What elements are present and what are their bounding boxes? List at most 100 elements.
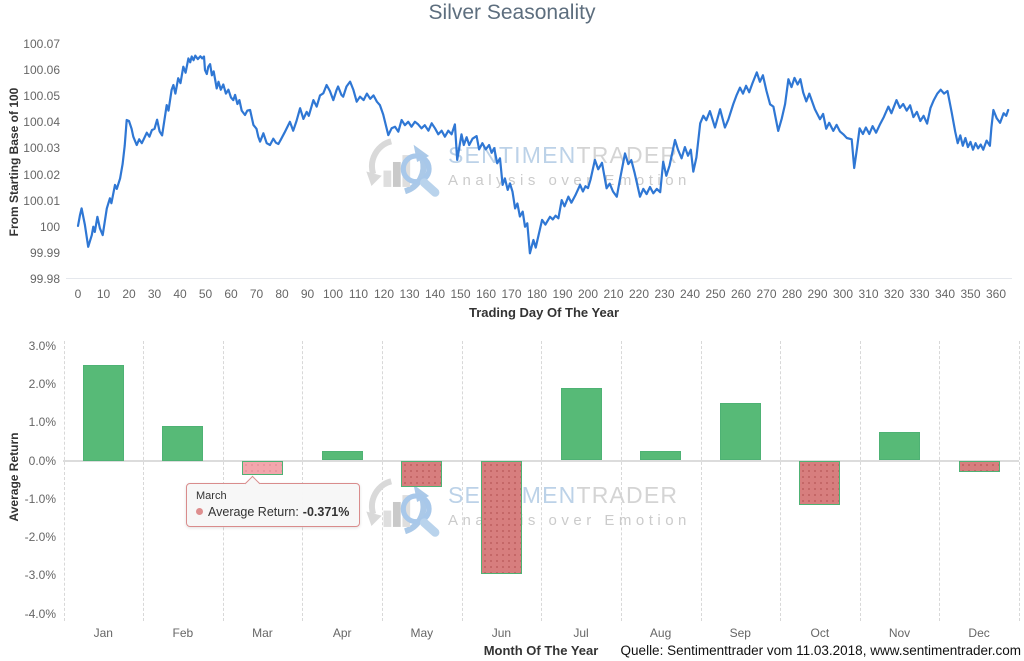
top-x-tick-label: 130	[399, 287, 420, 301]
bar-jan[interactable]	[82, 364, 124, 461]
top-x-tick-label: 110	[348, 287, 369, 301]
silver-line-series[interactable]	[76, 54, 1010, 255]
top-x-tick-label: 220	[628, 287, 650, 301]
column-gridline	[541, 341, 543, 621]
month-label-aug: Aug	[649, 626, 672, 640]
series-marker-icon	[196, 508, 203, 515]
bottom-y-tick-label: -4.0%	[24, 606, 56, 621]
top-x-tick-label: 170	[501, 287, 522, 301]
bar-mar[interactable]	[242, 460, 284, 475]
top-x-tick-label: 160	[475, 287, 497, 301]
top-x-tick-label: 260	[730, 287, 752, 301]
zero-line	[63, 460, 1019, 462]
watermark-brand-part1: SENTIMEN	[448, 142, 577, 168]
top-x-tick-label: 190	[552, 287, 573, 301]
top-y-tick-label: 100.07	[23, 37, 60, 51]
tooltip-month: March	[196, 490, 227, 502]
top-y-tick-label: 99.98	[29, 271, 60, 286]
month-label-sep: Sep	[729, 626, 751, 640]
bar-may[interactable]	[401, 460, 443, 488]
top-x-axis-line	[66, 278, 1012, 279]
bar-dec[interactable]	[958, 460, 1000, 472]
month-label-mar: Mar	[252, 626, 273, 640]
seasonality-line-plot	[76, 54, 1010, 255]
top-x-tick-label: 300	[832, 287, 854, 301]
top-x-tick-label: 70	[249, 287, 264, 301]
bottom-y-tick-label: -2.0%	[24, 530, 56, 545]
bar-apr[interactable]	[321, 450, 363, 461]
bottom-y-tick-label: -3.0%	[24, 568, 56, 583]
month-label-apr: Apr	[332, 626, 352, 640]
bottom-y-tick-label: 2.0%	[28, 376, 56, 391]
top-x-tick-label: 340	[934, 287, 956, 301]
top-x-tick-label: 280	[781, 287, 803, 301]
column-gridline	[143, 341, 145, 621]
bar-nov[interactable]	[879, 431, 920, 461]
column-gridline	[63, 341, 65, 621]
top-x-tick-label: 210	[603, 287, 624, 301]
watermark-tagline: Analysis over Emotion	[448, 172, 691, 189]
top-x-tick-label: 310	[858, 287, 879, 301]
tooltip-arrow	[244, 475, 261, 492]
column-gridline	[620, 341, 622, 621]
bar-feb[interactable]	[162, 426, 204, 461]
top-x-tick-label: 320	[883, 287, 905, 301]
top-x-tick-label: 200	[577, 287, 599, 301]
top-y-tick-label: 100.04	[23, 115, 60, 130]
bottom-y-tick-label: -1.0%	[24, 491, 56, 506]
bar-aug[interactable]	[640, 450, 682, 461]
top-y-tick-label: 100.02	[23, 167, 60, 182]
column-gridline	[222, 341, 224, 621]
top-x-tick-label: 360	[985, 287, 1007, 301]
top-x-tick-label: 330	[909, 287, 930, 301]
top-x-tick-label: 120	[373, 287, 395, 301]
top-y-tick-label: 100	[39, 219, 60, 234]
top-x-tick-label: 20	[122, 287, 136, 301]
top-y-tick-label: 100.06	[23, 63, 60, 78]
top-x-tick-label: 150	[450, 287, 471, 301]
bar-jul[interactable]	[560, 387, 602, 461]
tooltip-value: -0.371%	[302, 505, 350, 519]
top-x-tick-label: 90	[300, 287, 315, 301]
top-x-tick-label: 50	[198, 287, 213, 301]
bottom-y-tick-label: 1.0%	[28, 415, 56, 430]
tooltip-series-line: Average Return: -0.371%	[196, 505, 349, 519]
top-x-tick-label: 180	[526, 287, 548, 301]
top-x-tick-label: 240	[679, 287, 701, 301]
month-label-jan: Jan	[93, 626, 113, 640]
column-gridline	[700, 341, 702, 621]
tooltip-label: Average Return:	[208, 505, 299, 519]
top-y-tick-label: 99.99	[29, 245, 60, 260]
top-x-tick-label: 140	[424, 287, 446, 301]
top-y-tick-label: 100.01	[23, 193, 60, 208]
chart-title: Silver Seasonality	[428, 1, 596, 24]
watermark-top: SENTIMENTRADER Analysis over Emotion	[362, 128, 691, 208]
top-x-tick-label: 80	[275, 287, 289, 301]
top-y-tick-label: 100.03	[23, 141, 60, 156]
bar-jun[interactable]	[480, 460, 522, 574]
month-label-feb: Feb	[172, 626, 194, 640]
top-x-tick-label: 290	[807, 287, 828, 301]
bottom-x-axis-title: Month Of The Year	[483, 643, 599, 658]
month-label-nov: Nov	[888, 626, 911, 640]
column-gridline	[382, 341, 383, 621]
bar-sep[interactable]	[719, 403, 761, 461]
top-x-tick-label: 230	[654, 287, 675, 301]
top-x-tick-label: 60	[224, 287, 238, 301]
column-gridline	[859, 341, 861, 621]
top-x-tick-label: 0	[74, 287, 82, 301]
bar-oct[interactable]	[799, 460, 841, 505]
column-gridline	[780, 341, 782, 621]
top-x-tick-label: 350	[960, 287, 981, 301]
sentimentrader-logo-icon	[366, 478, 440, 537]
top-y-tick-label: 100.05	[23, 89, 60, 104]
top-x-tick-label: 40	[173, 287, 187, 301]
month-label-oct: Oct	[810, 626, 830, 640]
month-label-dec: Dec	[968, 626, 990, 640]
source-note: Quelle: Sentimenttrader vom 11.03.2018, …	[620, 643, 1021, 658]
watermark-brand-part2: TRADER	[576, 482, 679, 508]
top-x-tick-label: 100	[322, 287, 344, 301]
bottom-y-tick-label: 3.0%	[28, 338, 56, 353]
column-gridline	[1018, 341, 1020, 621]
top-x-tick-label: 30	[147, 287, 162, 301]
